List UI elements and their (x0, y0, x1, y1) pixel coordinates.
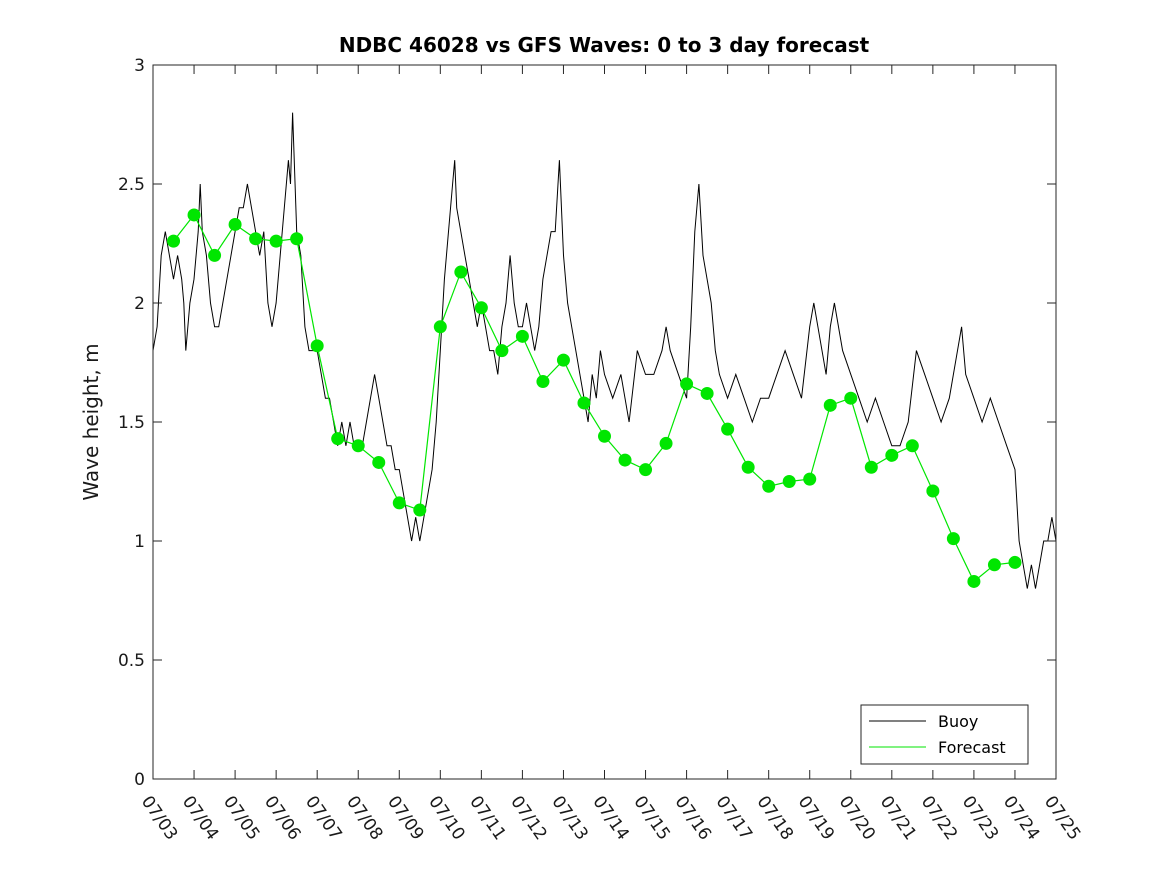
forecast-point (721, 422, 735, 436)
forecast-point (269, 234, 283, 248)
forecast-point (762, 479, 776, 493)
y-tick-label: 2.5 (118, 175, 145, 195)
x-tick-label: 07/11 (465, 792, 509, 844)
forecast-point (310, 339, 324, 353)
buoy-series-lines (152, 112, 1057, 589)
x-tick-label: 07/19 (794, 792, 838, 844)
forecast-point (741, 460, 755, 474)
x-tick-label: 07/20 (835, 792, 879, 844)
forecast-point (351, 439, 365, 453)
x-tick-label: 07/08 (342, 792, 386, 844)
forecast-point (392, 496, 406, 510)
plot-frame (152, 64, 1057, 780)
forecast-line (173, 213, 1016, 583)
forecast-point (372, 455, 386, 469)
forecast-point (618, 453, 632, 467)
forecast-point (556, 353, 570, 367)
y-tick-label: 0.5 (118, 651, 145, 671)
x-tick-label: 07/12 (506, 792, 550, 844)
forecast-point (187, 208, 201, 222)
forecast-point (967, 574, 981, 588)
forecast-point (803, 472, 817, 486)
forecast-point (885, 448, 899, 462)
forecast-point (905, 439, 919, 453)
legend-buoy-label: Buoy (938, 712, 978, 731)
forecast-point (474, 301, 488, 315)
y-tick-label: 3 (134, 56, 145, 76)
forecast-point (782, 475, 796, 488)
x-tick-label: 07/03 (137, 792, 181, 844)
forecast-point (823, 398, 837, 412)
forecast-point (228, 217, 242, 231)
x-tick-label: 07/13 (547, 792, 591, 844)
y-axis-label: Wave height, m (79, 343, 103, 500)
legend-forecast-label: Forecast (938, 738, 1006, 757)
forecast-point (639, 463, 653, 477)
x-tick-label: 07/04 (178, 792, 222, 844)
x-tick-label: 07/21 (876, 792, 920, 844)
x-tick-label: 07/09 (383, 792, 427, 844)
forecast-point (946, 532, 960, 546)
x-tick-label: 07/10 (424, 792, 468, 844)
forecast-point (167, 234, 181, 248)
forecast-point (515, 329, 529, 343)
x-tick-label: 07/16 (670, 792, 714, 844)
x-tick-label: 07/24 (999, 792, 1043, 844)
forecast-point (598, 429, 611, 443)
forecast-point (659, 436, 673, 450)
chart-title: NDBC 46028 vs GFS Waves: 0 to 3 day fore… (339, 33, 870, 57)
forecast-point (413, 503, 427, 517)
x-tick-label: 07/18 (753, 792, 797, 844)
forecast-point (864, 460, 878, 474)
forecast-series-lines (173, 213, 1016, 583)
x-tick-label: 07/05 (219, 792, 263, 844)
x-tick-label: 07/25 (1040, 792, 1084, 844)
forecast-point (926, 484, 940, 498)
x-tick-label: 07/23 (958, 792, 1002, 844)
forecast-point (987, 558, 1001, 572)
forecast-point (249, 232, 263, 246)
forecast-point (290, 232, 304, 246)
forecast-markers (167, 208, 1022, 588)
y-tick-label: 1 (134, 532, 145, 552)
forecast-point (680, 377, 694, 391)
x-tick-label: 07/17 (712, 792, 756, 844)
forecast-point (331, 432, 345, 446)
forecast-point (536, 375, 550, 389)
x-tick-label: 07/06 (260, 792, 304, 844)
x-tick-label: 07/15 (629, 792, 673, 844)
forecast-point (1008, 555, 1022, 569)
legend: Buoy Forecast (860, 704, 1029, 765)
x-tick-label: 07/14 (588, 792, 632, 844)
y-tick-label: 2 (134, 294, 145, 314)
forecast-point (208, 248, 222, 262)
forecast-point (433, 320, 447, 334)
forecast-point (700, 386, 714, 400)
x-tick-label: 07/22 (917, 792, 961, 844)
legend-box (860, 704, 1029, 765)
y-tick-label: 0 (134, 770, 145, 790)
forecast-point (844, 391, 858, 405)
buoy-line (152, 112, 1057, 589)
forecast-point (577, 396, 591, 410)
y-tick-label: 1.5 (118, 413, 145, 433)
forecast-point (454, 265, 468, 279)
forecast-point (495, 344, 509, 358)
y-axis-ticks: 0 0.5 1 1.5 2 2.5 3 (118, 56, 1056, 790)
x-tick-label: 07/07 (301, 792, 345, 844)
